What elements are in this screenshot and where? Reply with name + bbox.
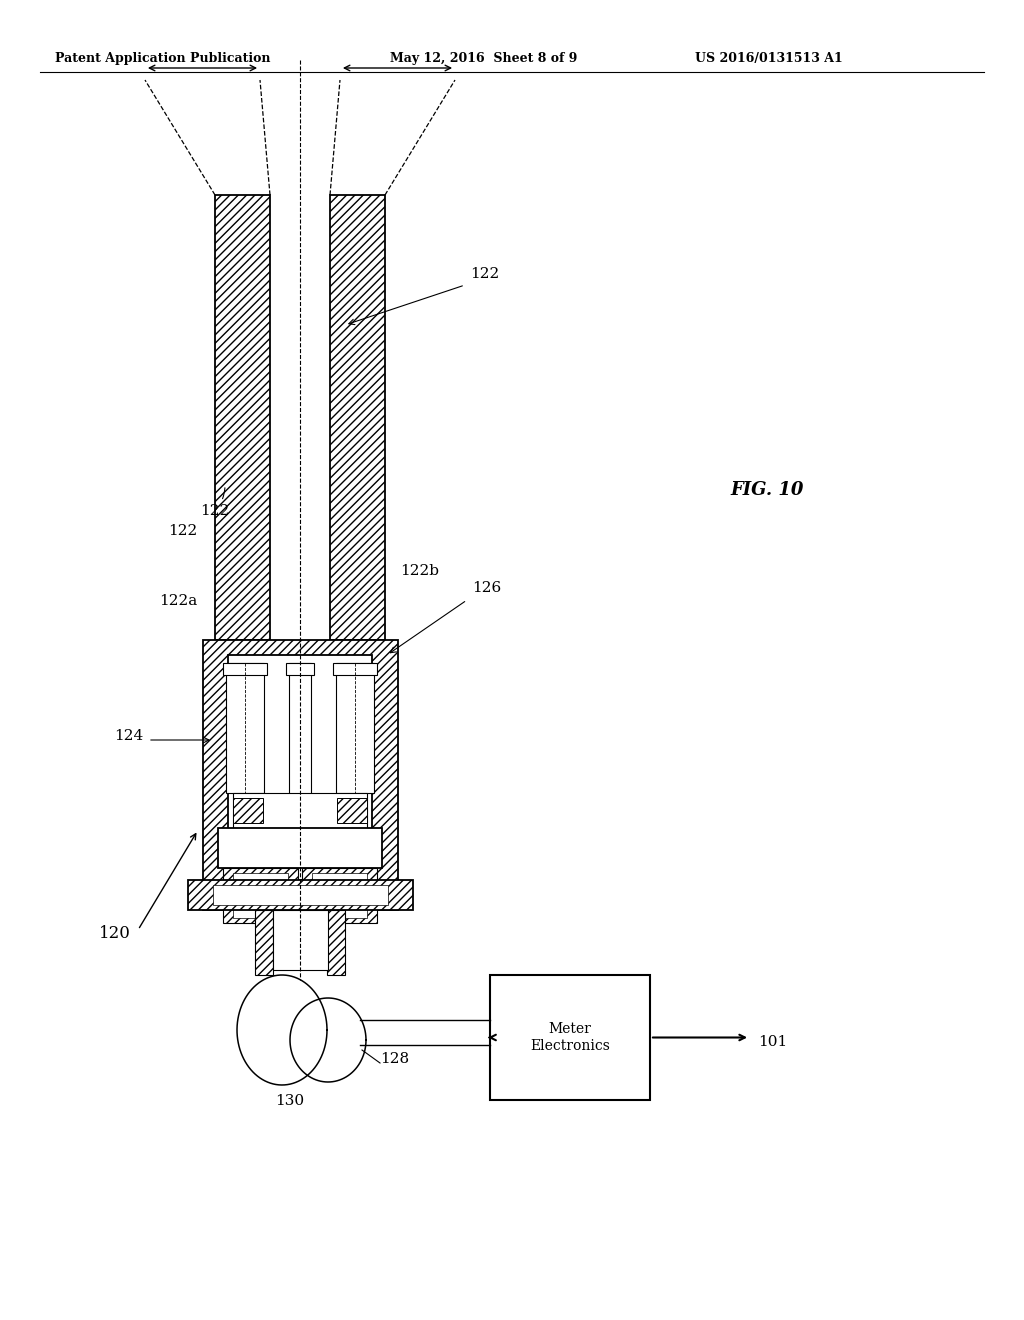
Text: 122a: 122a <box>159 594 197 609</box>
Bar <box>337 799 367 822</box>
Bar <box>188 880 413 909</box>
Bar <box>286 663 314 675</box>
Text: 122: 122 <box>200 488 229 517</box>
Bar <box>255 909 273 975</box>
Text: 124: 124 <box>114 729 143 743</box>
Bar <box>333 663 377 675</box>
Bar <box>213 884 388 906</box>
Text: 126: 126 <box>472 581 502 595</box>
Text: 101: 101 <box>758 1035 787 1048</box>
Bar <box>233 799 263 822</box>
Bar <box>289 663 311 822</box>
Bar <box>218 828 382 869</box>
Text: 128: 128 <box>380 1052 410 1067</box>
Bar <box>223 869 298 923</box>
Text: 122b: 122b <box>400 564 439 578</box>
Text: FIG. 10: FIG. 10 <box>730 480 804 499</box>
Bar <box>233 873 288 917</box>
Text: US 2016/0131513 A1: US 2016/0131513 A1 <box>695 51 843 65</box>
Text: Meter
Electronics: Meter Electronics <box>530 1023 610 1052</box>
Bar <box>312 873 367 917</box>
Text: 122: 122 <box>470 267 500 281</box>
Bar <box>330 195 385 640</box>
Text: 122: 122 <box>168 524 197 539</box>
Text: 120: 120 <box>99 925 131 942</box>
Bar <box>228 655 372 880</box>
Bar <box>215 195 270 640</box>
Bar <box>233 793 367 828</box>
Bar <box>223 663 267 675</box>
Bar <box>490 975 650 1100</box>
Bar <box>302 869 377 923</box>
Bar <box>327 909 345 975</box>
Bar <box>203 640 398 909</box>
Text: May 12, 2016  Sheet 8 of 9: May 12, 2016 Sheet 8 of 9 <box>390 51 578 65</box>
Text: Patent Application Publication: Patent Application Publication <box>55 51 270 65</box>
Bar <box>336 663 374 793</box>
Bar <box>226 663 264 793</box>
Text: 130: 130 <box>275 1094 304 1107</box>
Bar <box>273 909 328 970</box>
